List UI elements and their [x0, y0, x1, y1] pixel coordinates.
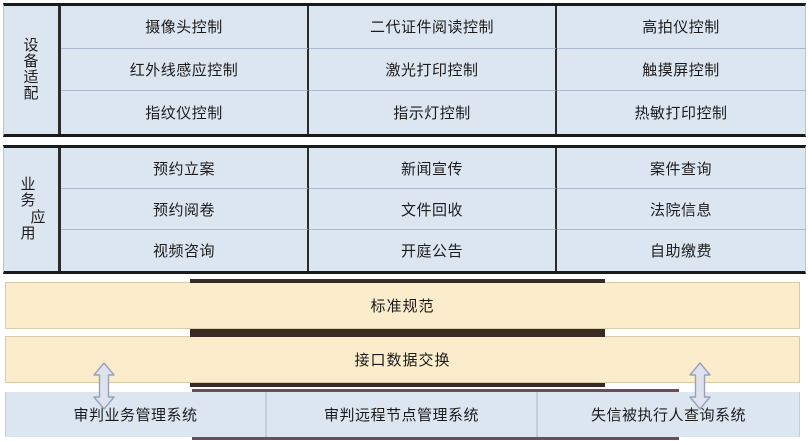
left-connector-arrow — [92, 362, 116, 410]
business-label-char-3: 用 — [20, 224, 36, 242]
system-box-trial-business[interactable]: 审判业务管理系统 — [5, 389, 266, 440]
device-cell[interactable]: 摄像头控制 — [61, 6, 309, 49]
system-box-shadow — [266, 437, 537, 440]
system-box-label: 审判远程节点管理系统 — [323, 407, 479, 424]
business-layer-label-text: 业 务 应 用 — [16, 176, 46, 242]
device-cell[interactable]: 热敏打印控制 — [557, 91, 805, 134]
business-layer-label: 业 务 应 用 — [4, 148, 61, 271]
system-box-label: 审判业务管理系统 — [73, 407, 198, 424]
systems-row: 审判业务管理系统 审判远程节点管理系统 失信被执行人查询系统 — [5, 389, 800, 440]
device-cell[interactable]: 指纹仪控制 — [61, 91, 309, 134]
business-application-layer: 业 务 应 用 预约立案 新闻宣传 案件查询 预约阅卷 文件回收 法院信息 视频… — [3, 145, 806, 274]
standards-bar[interactable]: 标准规范 — [5, 282, 800, 329]
business-cell[interactable]: 案件查询 — [557, 148, 805, 189]
system-box-shadow — [537, 389, 679, 392]
device-cell[interactable]: 激光打印控制 — [309, 48, 557, 92]
system-box-label: 失信被执行人查询系统 — [590, 407, 746, 424]
business-label-char-1: 务 — [20, 192, 36, 210]
device-cell[interactable]: 二代证件阅读控制 — [309, 6, 557, 49]
interface-bar-shadow-bottom — [190, 383, 605, 387]
business-label-char-2: 应 — [30, 208, 46, 226]
standards-bar-shadow-bottom — [190, 329, 605, 333]
system-box-dishonest-query[interactable]: 失信被执行人查询系统 — [537, 389, 800, 440]
system-box-remote-node[interactable]: 审判远程节点管理系统 — [266, 389, 537, 440]
device-label-char-1: 备 — [23, 52, 39, 70]
device-layer-label: 设 备 适 配 — [4, 6, 61, 134]
system-box-shadow — [537, 437, 679, 440]
device-adaptation-layer: 设 备 适 配 摄像头控制 二代证件阅读控制 高拍仪控制 红外线感应控制 激光打… — [3, 3, 806, 137]
device-cell[interactable]: 高拍仪控制 — [557, 6, 805, 49]
device-label-char-0: 设 — [23, 36, 39, 54]
interface-exchange-bar[interactable]: 接口数据交换 — [5, 336, 800, 383]
device-cell[interactable]: 指示灯控制 — [309, 91, 557, 134]
device-layer-label-text: 设 备 适 配 — [23, 36, 39, 103]
business-cell[interactable]: 新闻宣传 — [309, 148, 557, 189]
device-layer-grid: 摄像头控制 二代证件阅读控制 高拍仪控制 红外线感应控制 激光打印控制 触摸屏控… — [61, 6, 805, 134]
business-label-char-0: 业 — [20, 176, 36, 194]
business-cell[interactable]: 文件回收 — [309, 189, 557, 230]
business-cell[interactable]: 预约阅卷 — [61, 189, 309, 230]
right-connector-arrow — [688, 362, 712, 410]
standards-bar-shadow-top — [190, 279, 605, 283]
business-cell[interactable]: 视频咨询 — [61, 230, 309, 271]
interface-bar-shadow-top — [190, 333, 605, 337]
system-box-shadow — [192, 389, 266, 392]
double-arrow-vertical-icon — [689, 362, 711, 410]
business-layer-grid: 预约立案 新闻宣传 案件查询 预约阅卷 文件回收 法院信息 视频咨询 开庭公告 … — [61, 148, 805, 271]
business-cell[interactable]: 自助缴费 — [557, 230, 805, 271]
system-box-shadow — [192, 437, 266, 440]
business-cell[interactable]: 法院信息 — [557, 189, 805, 230]
double-arrow-vertical-icon — [93, 362, 115, 410]
business-cell[interactable]: 开庭公告 — [309, 230, 557, 271]
device-label-char-3: 配 — [23, 85, 39, 103]
device-label-char-2: 适 — [23, 69, 39, 86]
device-cell[interactable]: 触摸屏控制 — [557, 48, 805, 92]
system-box-shadow — [266, 389, 537, 392]
business-cell[interactable]: 预约立案 — [61, 148, 309, 189]
device-cell[interactable]: 红外线感应控制 — [61, 48, 309, 92]
